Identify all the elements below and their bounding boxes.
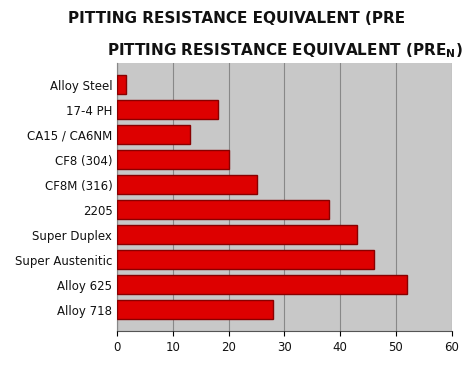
- Bar: [117, 300, 273, 319]
- Bar: [117, 250, 374, 269]
- Bar: [117, 150, 228, 169]
- Bar: [117, 225, 357, 244]
- Title: $\mathbf{PITTING\ RESISTANCE\ EQUIVALENT\ (PRE_N)}$: $\mathbf{PITTING\ RESISTANCE\ EQUIVALENT…: [107, 41, 462, 59]
- Text: PITTING RESISTANCE EQUIVALENT (PRE: PITTING RESISTANCE EQUIVALENT (PRE: [68, 11, 406, 26]
- Bar: [117, 200, 329, 219]
- Bar: [117, 125, 190, 144]
- Bar: [117, 275, 407, 294]
- Bar: [117, 100, 218, 119]
- Bar: [117, 75, 126, 94]
- Bar: [117, 175, 256, 194]
